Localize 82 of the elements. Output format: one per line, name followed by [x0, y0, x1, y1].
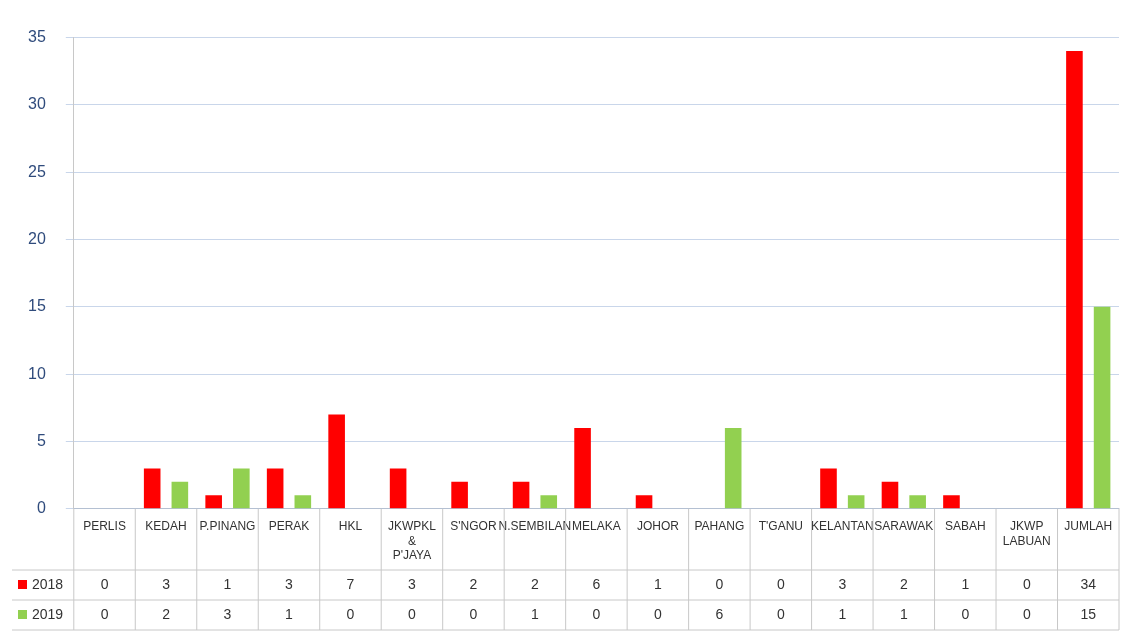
data-label: 3: [285, 575, 294, 592]
bar: [294, 495, 312, 509]
bar: [266, 468, 284, 509]
bar: [574, 428, 591, 509]
x-tick-label: SABAH: [944, 519, 986, 534]
bar: [1093, 306, 1111, 509]
data-label: 0: [653, 605, 662, 622]
data-label: 1: [531, 605, 540, 622]
data-label: 3: [838, 575, 847, 592]
data-label: 7: [346, 575, 355, 592]
bar: [540, 495, 558, 509]
legend-label: 2018: [32, 575, 64, 592]
data-label: 3: [223, 605, 232, 622]
x-tick-label: JUMLAH: [1064, 519, 1113, 534]
x-tick-label: KELANTAN: [811, 519, 874, 534]
y-tick-label: 20: [28, 229, 46, 247]
x-tick-label: JKWPKL & P'JAYA: [387, 519, 437, 563]
data-label: 0: [776, 575, 785, 592]
bar: [512, 481, 530, 509]
data-label: 0: [346, 605, 355, 622]
bar: [233, 468, 250, 509]
legend-label: 2019: [32, 605, 64, 622]
data-label: 1: [223, 575, 232, 592]
bar: [389, 468, 407, 509]
bar: [143, 468, 161, 509]
bar: [451, 481, 468, 509]
bar: [847, 495, 865, 509]
data-label: 0: [100, 575, 109, 592]
y-tick-label: 5: [36, 431, 46, 449]
bar: [1066, 51, 1083, 509]
x-tick-label: S'NGOR: [450, 519, 497, 534]
data-label: 0: [1022, 605, 1031, 622]
data-label: 0: [408, 605, 417, 622]
data-label: 0: [100, 605, 109, 622]
x-tick-label: HKL: [338, 519, 363, 534]
x-tick-label: SARAWAK: [874, 519, 934, 534]
x-tick-label: KEDAH: [145, 519, 187, 534]
y-tick-label: 15: [28, 297, 46, 315]
data-label: 1: [653, 575, 662, 592]
data-label: 2: [469, 575, 478, 592]
data-label: 1: [899, 605, 908, 622]
x-tick-label: MELAKA: [572, 519, 621, 534]
x-tick-label: N.SEMBILAN: [498, 519, 572, 534]
data-label: 6: [592, 575, 601, 592]
data-label: 34: [1080, 575, 1097, 592]
data-label: 0: [715, 575, 724, 592]
x-tick-label: T'GANU: [758, 519, 803, 534]
data-label: 0: [592, 605, 601, 622]
data-label: 15: [1080, 605, 1097, 622]
data-label: 2: [162, 605, 171, 622]
data-label: 0: [961, 605, 970, 622]
bar: [820, 468, 837, 509]
data-label: 6: [715, 605, 724, 622]
data-label: 3: [408, 575, 417, 592]
data-label: 1: [838, 605, 847, 622]
x-tick-label: JOHOR: [636, 519, 680, 534]
data-label: 0: [1022, 575, 1031, 592]
data-label: 1: [961, 575, 970, 592]
y-tick-label: 35: [28, 28, 46, 46]
x-tick-label: PERLIS: [83, 519, 126, 534]
x-tick-label: PERAK: [268, 519, 310, 534]
data-label: 3: [162, 575, 171, 592]
data-label: 0: [776, 605, 785, 622]
x-tick-label: JKWP LABUAN: [1002, 519, 1051, 548]
bar: [943, 495, 960, 509]
data-label: 1: [285, 605, 294, 622]
bar: [171, 481, 189, 509]
data-label: 0: [469, 605, 478, 622]
bar: [205, 495, 222, 509]
bar: [909, 495, 926, 509]
x-tick-label: P.PINANG: [199, 519, 256, 534]
y-tick-label: 0: [36, 499, 46, 517]
data-label: 2: [899, 575, 908, 592]
y-tick-label: 30: [28, 95, 46, 113]
data-label: 2: [531, 575, 540, 592]
bar: [881, 481, 899, 509]
bar: [724, 428, 742, 509]
x-tick-label: PAHANG: [694, 519, 745, 534]
bar: [328, 414, 345, 509]
y-tick-label: 25: [28, 162, 46, 180]
bar: [635, 495, 653, 509]
y-tick-label: 10: [28, 364, 46, 382]
